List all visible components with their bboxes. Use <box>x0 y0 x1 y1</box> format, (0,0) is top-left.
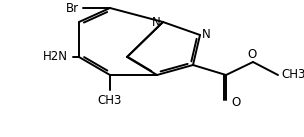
Text: N: N <box>152 16 161 29</box>
Text: CH3: CH3 <box>281 68 304 82</box>
Text: O: O <box>247 48 257 61</box>
Text: H2N: H2N <box>43 51 67 64</box>
Text: O: O <box>231 95 240 109</box>
Text: CH3: CH3 <box>98 93 122 106</box>
Text: Br: Br <box>65 2 78 15</box>
Text: N: N <box>202 28 211 41</box>
